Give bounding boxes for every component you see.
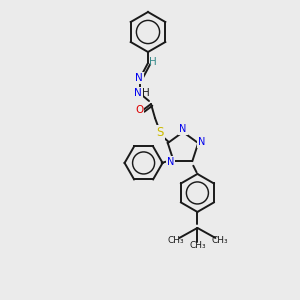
Text: CH₃: CH₃ — [167, 236, 184, 245]
Text: H: H — [149, 57, 157, 67]
Text: S: S — [156, 127, 164, 140]
Text: N: N — [167, 157, 174, 167]
Text: CH₃: CH₃ — [211, 236, 228, 245]
Text: N: N — [134, 88, 142, 98]
Text: N: N — [135, 73, 143, 83]
Text: N: N — [179, 124, 187, 134]
Text: N: N — [197, 137, 205, 147]
Text: CH₃: CH₃ — [189, 242, 206, 250]
Text: O: O — [135, 105, 143, 115]
Text: H: H — [142, 88, 150, 98]
